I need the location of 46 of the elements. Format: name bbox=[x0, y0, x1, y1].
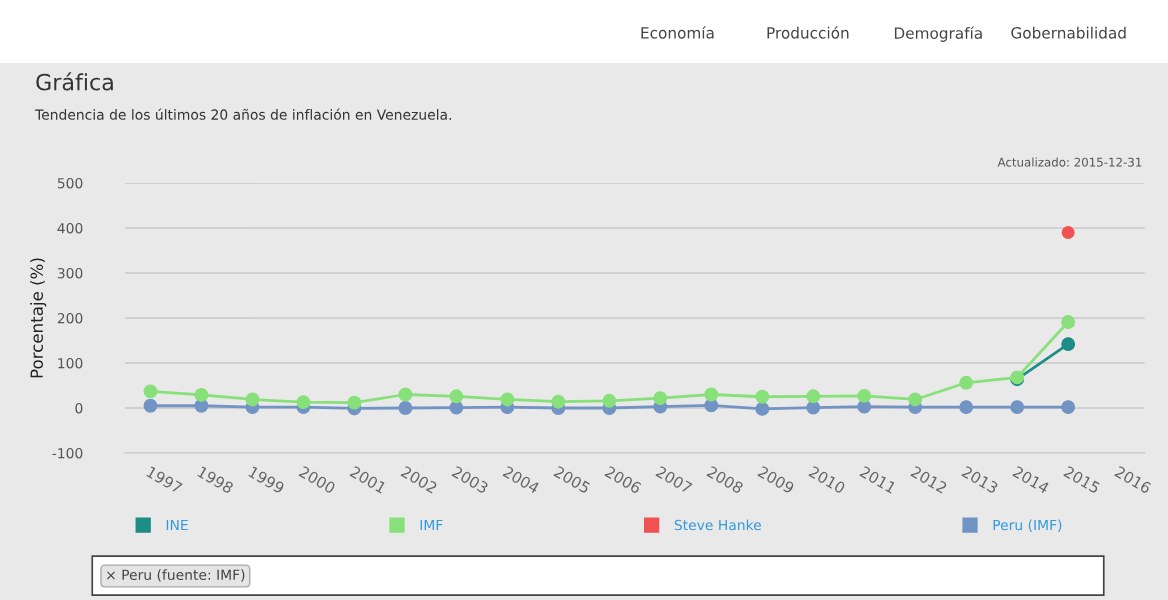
text: Actualizado: 2015-12-31 bbox=[997, 157, 1142, 167]
text: Demografía bbox=[894, 26, 982, 42]
point bbox=[1061, 225, 1075, 240]
legend-label: INE bbox=[166, 519, 188, 531]
text: × Peru (fuente: IMF) bbox=[107, 569, 245, 582]
point bbox=[143, 384, 158, 399]
point bbox=[143, 398, 158, 413]
text: Economía bbox=[641, 26, 714, 39]
point bbox=[1061, 400, 1076, 415]
y-tick-label: 0 bbox=[75, 402, 83, 414]
point bbox=[347, 395, 362, 410]
y-tick-label: 300 bbox=[57, 267, 83, 279]
point bbox=[398, 401, 413, 415]
point bbox=[296, 395, 311, 410]
text: Gobernabilidad bbox=[1011, 26, 1126, 39]
point bbox=[245, 392, 260, 407]
point bbox=[704, 387, 719, 402]
point bbox=[1061, 337, 1076, 352]
point bbox=[959, 375, 974, 390]
y-tick-label: 100 bbox=[58, 357, 83, 369]
legend-label: Steve Hanke bbox=[674, 519, 761, 531]
point bbox=[857, 388, 872, 403]
y-axis-title: Porcentaje (%) bbox=[30, 258, 47, 378]
y-tick-label: 500 bbox=[57, 177, 83, 189]
point bbox=[500, 392, 515, 407]
point bbox=[959, 400, 974, 415]
point bbox=[1061, 315, 1076, 329]
y-tick-label: 400 bbox=[57, 222, 83, 234]
point bbox=[806, 389, 821, 404]
legend-label: IMF bbox=[420, 519, 443, 531]
point bbox=[194, 388, 209, 402]
text: Producción bbox=[767, 26, 849, 39]
y-tick-label: -100 bbox=[52, 447, 83, 459]
point bbox=[449, 389, 464, 404]
chart-title: Gráfica bbox=[36, 72, 113, 91]
point bbox=[908, 392, 923, 407]
point bbox=[653, 391, 668, 406]
point bbox=[551, 394, 566, 409]
chart-subtitle: Tendencia de los últimos 20 años de inflación en Venezuela. bbox=[35, 108, 451, 120]
point bbox=[398, 387, 413, 402]
point bbox=[602, 393, 617, 408]
point bbox=[755, 401, 770, 416]
point bbox=[1010, 400, 1025, 415]
y-tick-label: 200 bbox=[57, 312, 83, 324]
point bbox=[755, 389, 770, 404]
legend-label: Peru (IMF) bbox=[993, 519, 1062, 532]
